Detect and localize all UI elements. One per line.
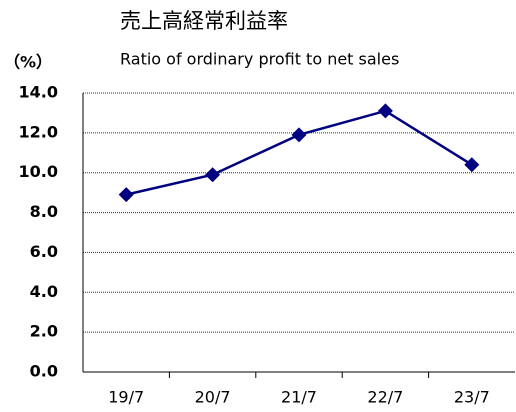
marker [377,103,393,119]
x-tick-label: 22/7 [367,388,403,407]
y-tick-label: 10.0 [19,162,58,181]
marker [464,157,480,173]
x-tick-label: 20/7 [195,388,231,407]
y-tick-label: 0.0 [30,362,58,381]
y-tick-label: 12.0 [19,122,58,141]
marker [118,187,134,203]
chart-subtitle: Ratio of ordinary profit to net sales [120,50,399,69]
y-tick-label: 8.0 [30,202,58,221]
y-tick-label: 6.0 [30,242,58,261]
marker [205,167,221,183]
y-tick-label: 14.0 [19,83,58,102]
x-tick-label: 19/7 [108,388,144,407]
marker [291,127,307,143]
chart-title: 売上高経常利益率 [120,9,288,33]
x-tick-label: 21/7 [281,388,317,407]
y-tick-label: 4.0 [30,282,58,301]
y-tick-label: 2.0 [30,322,58,341]
y-axis-label: （%） [4,53,52,72]
line [125,109,473,196]
x-tick-label: 23/7 [454,388,490,407]
